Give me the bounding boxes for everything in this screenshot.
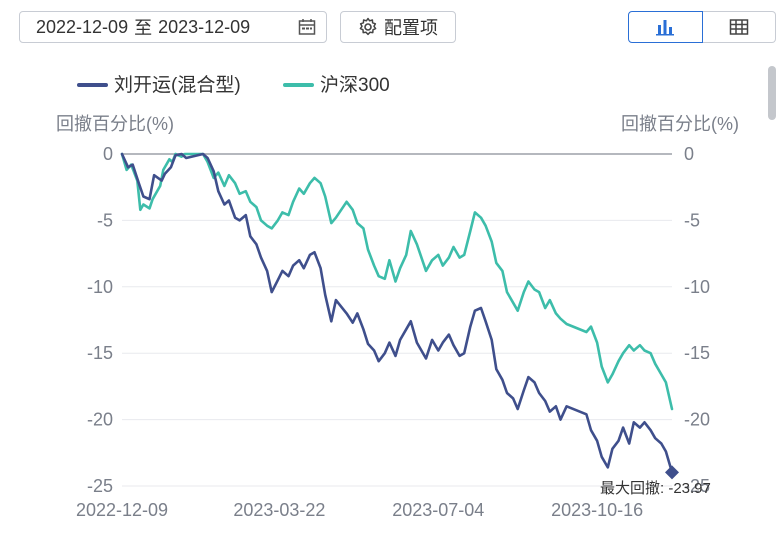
y-tick-label-left: -5 bbox=[97, 210, 113, 230]
legend: 刘开运(混合型) 沪深300 bbox=[77, 74, 390, 96]
max-drawdown-label: 最大回撤: -23.97 bbox=[600, 480, 711, 497]
x-tick-label: 2023-07-04 bbox=[392, 500, 484, 520]
y-tick-label-right: 0 bbox=[684, 144, 694, 164]
date-end: 2023-12-09 bbox=[158, 16, 251, 37]
max-drawdown-annotation: 最大回撤: -23.97 bbox=[600, 465, 711, 497]
series-line-index[interactable] bbox=[120, 152, 674, 411]
date-start: 2022-12-09 bbox=[36, 16, 129, 37]
date-range-picker[interactable]: 2022-12-09 至 2023-12-09 bbox=[19, 11, 327, 43]
y-tick-label-right: -25 bbox=[684, 476, 710, 496]
y-axis-title-right: 回撤百分比(%) bbox=[621, 114, 739, 134]
y-axis-title-left: 回撤百分比(%) bbox=[56, 114, 174, 134]
y-tick-label-left: -20 bbox=[87, 410, 113, 430]
drawdown-chart: 刘开运(混合型) 沪深300 回撤百分比(%) 回撤百分比(%) 0 -5 -10 -… bbox=[56, 74, 739, 520]
calendar-icon bbox=[298, 19, 316, 35]
y-ticks-right: 0 -5 -10 -15 -20 -25 bbox=[684, 144, 710, 496]
date-separator: 至 bbox=[134, 18, 153, 38]
legend-label-index: 沪深300 bbox=[320, 74, 390, 96]
y-tick-label-right: -5 bbox=[684, 210, 700, 230]
max-drawdown-marker bbox=[665, 465, 679, 480]
table-view-button[interactable] bbox=[702, 11, 776, 43]
gear-icon bbox=[359, 17, 377, 36]
vertical-scrollbar[interactable] bbox=[768, 66, 776, 120]
chart-view-button[interactable] bbox=[628, 11, 703, 43]
x-tick-label: 2023-03-22 bbox=[233, 500, 325, 520]
view-toggle bbox=[628, 11, 776, 43]
config-button[interactable]: 配置项 bbox=[340, 11, 456, 43]
y-tick-label-right: -20 bbox=[684, 410, 710, 430]
legend-label-fund: 刘开运(混合型) bbox=[114, 74, 241, 96]
grid bbox=[122, 153, 672, 487]
y-tick-label-left: -15 bbox=[87, 343, 113, 363]
y-tick-label-right: -15 bbox=[684, 343, 710, 363]
x-ticks: 2022-12-09 2023-03-22 2023-07-04 2023-10-16 bbox=[76, 500, 643, 520]
y-tick-label-left: -10 bbox=[87, 277, 113, 297]
y-tick-label-right: -10 bbox=[684, 277, 710, 297]
y-tick-label-left: 0 bbox=[103, 144, 113, 164]
config-label: 配置项 bbox=[384, 18, 438, 38]
y-ticks-left: 0 -5 -10 -15 -20 -25 bbox=[87, 144, 113, 496]
bar-chart-icon bbox=[656, 20, 675, 36]
x-tick-label: 2023-10-16 bbox=[551, 500, 643, 520]
legend-item-index[interactable]: 沪深300 bbox=[283, 74, 390, 96]
series-layer bbox=[120, 152, 674, 474]
x-tick-label: 2022-12-09 bbox=[76, 500, 168, 520]
legend-item-fund[interactable]: 刘开运(混合型) bbox=[77, 74, 241, 96]
series-line-fund[interactable] bbox=[120, 152, 674, 474]
y-tick-label-left: -25 bbox=[87, 476, 113, 496]
table-icon bbox=[729, 19, 748, 35]
